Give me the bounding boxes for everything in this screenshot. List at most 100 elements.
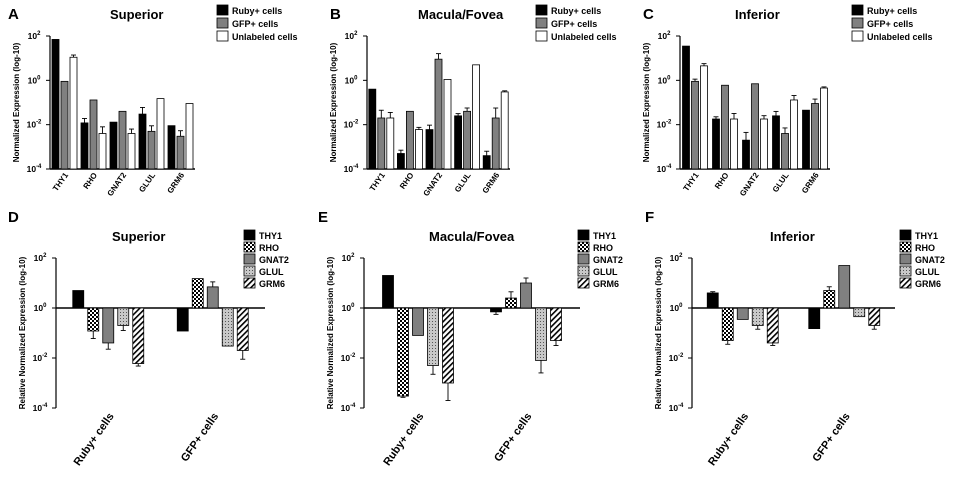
bar-unlabeled-cells-thy1 [386, 117, 395, 170]
legend-label: Ruby+ cells [551, 6, 601, 16]
bar-gnat2-gfp-cells [206, 286, 219, 309]
y-tick-label: 10-4 [27, 164, 42, 174]
bar-thy1-ruby-cells [706, 292, 719, 309]
bar-grm6-ruby-cells [442, 307, 454, 384]
bar-glul-ruby-cells [427, 307, 439, 366]
y-tick-exponent: -2 [678, 353, 684, 359]
y-tick-label: 10-2 [27, 120, 42, 130]
x-tick-label: THY1 [682, 171, 701, 193]
bar-unlabeled-cells-gnat2 [127, 133, 136, 170]
bar-gfp-cells-grm6 [491, 117, 500, 170]
panel-letter: D [8, 209, 19, 226]
bar-grm6-gfp-cells [236, 307, 249, 351]
x-tick-label: Ruby+ cells [72, 411, 117, 468]
chart-title: Inferior [735, 7, 780, 22]
bar-unlabeled-cells-rho [730, 118, 738, 170]
y-tick-base: 10 [342, 253, 352, 263]
x-tick-label: Ruby+ cells [706, 411, 751, 468]
y-tick-exponent: 2 [37, 31, 41, 37]
legend-label: RHO [593, 243, 613, 253]
y-tick-label: 10-2 [341, 353, 356, 363]
bar-glul-gfp-cells [535, 307, 547, 361]
y-tick-label: 10-2 [344, 120, 359, 130]
bar-gnat2-gfp-cells [520, 282, 532, 309]
bar-gnat2-ruby-cells [412, 307, 424, 336]
y-tick-exponent: 2 [351, 253, 355, 259]
y-tick-exponent: -2 [666, 120, 672, 126]
legend-swatch [577, 253, 590, 265]
legend-label: Ruby+ cells [232, 6, 282, 16]
y-axis-label: Relative Normalized Expression (log-10) [654, 256, 663, 409]
x-tick-label: GNAT2 [738, 171, 761, 198]
legend-label: GFP+ cells [232, 19, 278, 29]
x-tick-label: GNAT2 [106, 171, 129, 198]
x-tick-label: THY1 [368, 171, 387, 193]
bar-rho-ruby-cells [721, 307, 734, 341]
y-tick-exponent: -2 [42, 353, 48, 359]
legend-swatch [577, 229, 590, 241]
x-tick-label: THY1 [51, 171, 70, 193]
bar-unlabeled-cells-rho [414, 129, 423, 170]
legend-label: GLUL [915, 267, 940, 277]
y-tick-label: 100 [670, 303, 683, 313]
y-tick-label: 10-4 [657, 164, 672, 174]
bar-gfp-cells-rho [405, 110, 414, 170]
y-tick-base: 10 [657, 120, 667, 130]
bar-ruby-cells-thy1 [51, 39, 60, 170]
bar-ruby-cells-gnat2 [425, 129, 434, 170]
x-tick-label: RHO [82, 171, 100, 191]
panel-b: B Macula/Fovea Normalized Expression (log-… [329, 4, 617, 198]
bar-glul-gfp-cells [853, 307, 866, 318]
y-tick-exponent: -2 [36, 120, 42, 126]
y-tick-label: 102 [34, 253, 47, 263]
x-tick-label: GLUL [137, 171, 157, 194]
x-tick-label: RHO [713, 171, 731, 191]
chart-title: Superior [112, 229, 165, 244]
y-tick-exponent: -4 [42, 403, 48, 409]
bar-glul-gfp-cells [221, 307, 234, 347]
bar-unlabeled-cells-glul [472, 64, 481, 170]
y-tick-base: 10 [658, 31, 668, 41]
bar-rho-ruby-cells [87, 307, 100, 332]
legend-swatch [851, 4, 864, 16]
y-tick-base: 10 [33, 353, 43, 363]
y-tick-label: 10-4 [344, 164, 359, 174]
legend-label: THY1 [259, 231, 282, 241]
y-tick-exponent: -4 [666, 164, 672, 170]
bar-unlabeled-cells-thy1 [700, 65, 708, 170]
y-tick-exponent: 0 [667, 75, 671, 81]
bar-ruby-cells-gnat2 [742, 139, 750, 170]
y-tick-exponent: -4 [36, 164, 42, 170]
y-tick-exponent: -2 [353, 120, 359, 126]
legend-label: Unlabeled cells [551, 32, 617, 42]
y-tick-exponent: 2 [667, 31, 671, 37]
y-tick-label: 100 [345, 75, 358, 85]
bar-unlabeled-cells-grm6 [185, 103, 194, 170]
legend-swatch [535, 30, 548, 42]
bar-gfp-cells-glul [781, 133, 789, 170]
legend-swatch [216, 17, 229, 29]
legend-label: Ruby+ cells [867, 6, 917, 16]
chart-title: Macula/Fovea [418, 7, 504, 22]
legend-swatch [899, 265, 912, 277]
legend-swatch [243, 241, 256, 253]
bar-gfp-cells-grm6 [811, 103, 819, 170]
y-tick-exponent: 2 [43, 253, 47, 259]
legend-swatch [851, 17, 864, 29]
y-tick-base: 10 [28, 75, 38, 85]
y-tick-label: 10-2 [669, 353, 684, 363]
bar-glul-ruby-cells [751, 307, 764, 326]
panel-c: C Inferior Normalized Expression (log-10) 1… [642, 4, 933, 198]
chart-title: Superior [110, 7, 163, 22]
y-tick-label: 102 [28, 31, 41, 41]
panel-e: E Macula/Fovea Relative Normalized Express… [318, 209, 623, 468]
y-tick-base: 10 [33, 403, 43, 413]
y-axis-label: Relative Normalized Expression (log-10) [326, 256, 335, 409]
bar-gfp-cells-gnat2 [751, 83, 759, 170]
bar-thy1-ruby-cells [72, 290, 85, 309]
bar-ruby-cells-glul [454, 115, 463, 170]
y-tick-base: 10 [345, 31, 355, 41]
bar-gfp-cells-thy1 [691, 80, 699, 170]
bar-unlabeled-cells-gnat2 [760, 118, 768, 170]
y-axis-label: Normalized Expression (log-10) [329, 42, 338, 162]
